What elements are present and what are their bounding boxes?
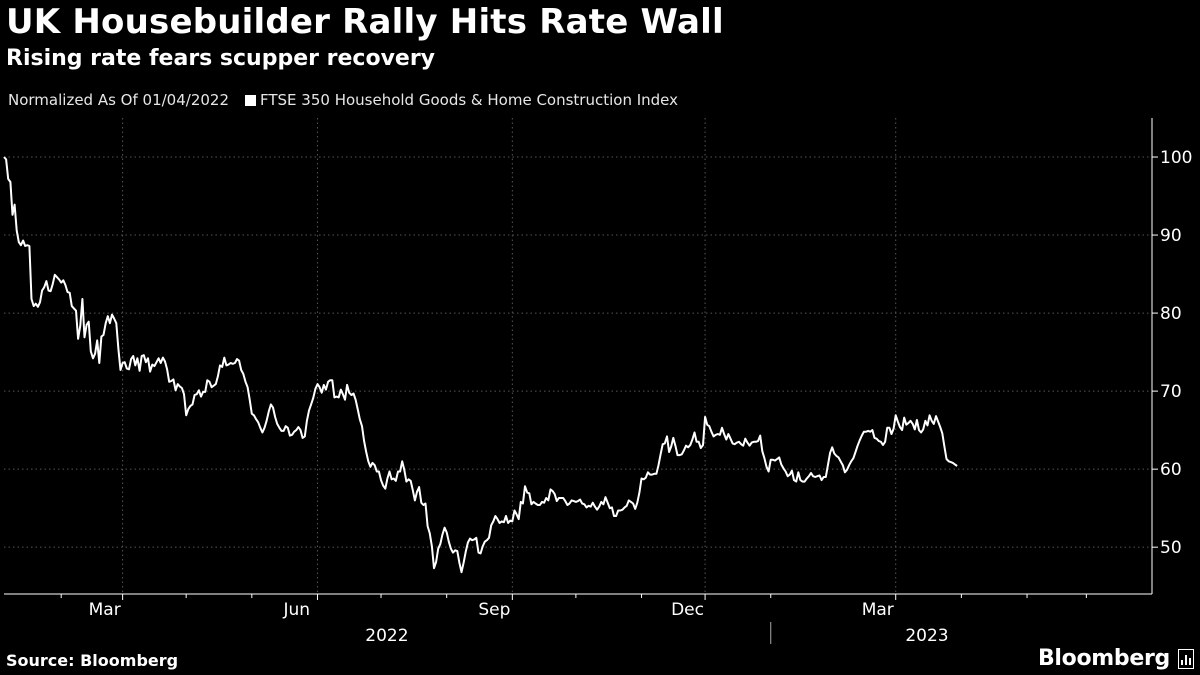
source-note: Source: Bloomberg (6, 651, 179, 670)
y-tick-label: 100 (1160, 148, 1192, 168)
x-tick-label: Mar (89, 600, 121, 620)
y-tick-label: 70 (1160, 382, 1182, 402)
year-label: 2022 (365, 626, 408, 646)
series-line (3, 156, 958, 574)
x-tick-label: Mar (862, 600, 894, 620)
x-tick-label: Jun (282, 600, 310, 620)
normalization-note: Normalized As Of 01/04/2022 (8, 91, 229, 109)
year-label: 2023 (905, 626, 948, 646)
legend-swatch (245, 94, 256, 106)
chart-title: UK Housebuilder Rally Hits Rate Wall (6, 2, 724, 42)
x-tick-label: Dec (671, 600, 704, 620)
y-tick-label: 60 (1160, 460, 1182, 480)
grid-lines: 50 60 70 80 90 100 (4, 118, 1192, 594)
bloomberg-logo: Bloomberg (1037, 646, 1170, 671)
x-tick-label: Sep (478, 600, 510, 620)
y-tick-label: 80 (1160, 304, 1182, 324)
chart-subtitle: Rising rate fears scupper recovery (6, 46, 436, 71)
y-tick-label: 90 (1160, 226, 1182, 246)
legend: Normalized As Of 01/04/2022 FTSE 350 Hou… (8, 91, 678, 109)
y-tick-label: 50 (1160, 538, 1182, 558)
bloomberg-chart-icon (1178, 649, 1194, 669)
legend-series-label: FTSE 350 Household Goods & Home Construc… (260, 91, 679, 109)
